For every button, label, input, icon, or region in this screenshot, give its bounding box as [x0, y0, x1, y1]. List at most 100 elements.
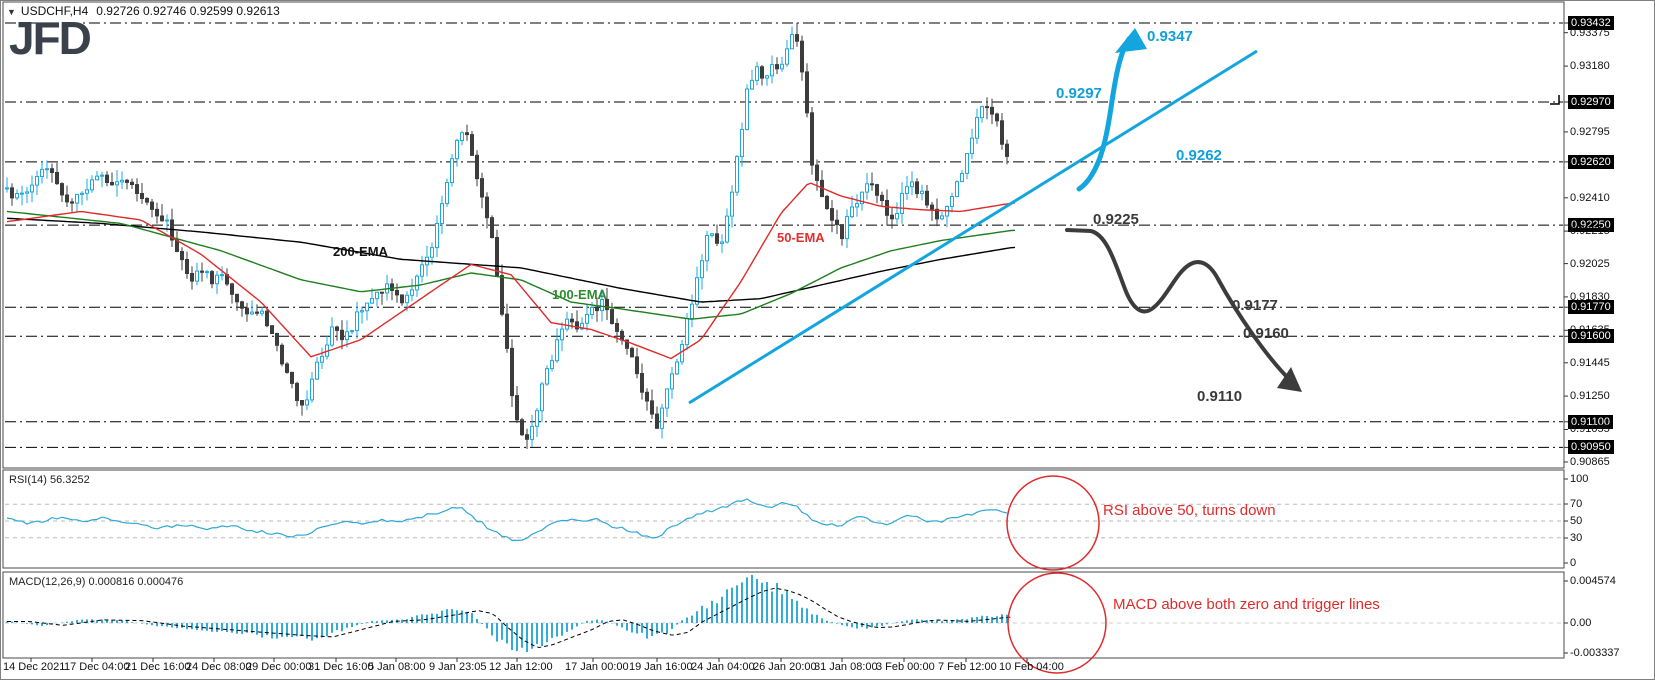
- price-tick-label: 0.93375: [1570, 27, 1610, 39]
- candle-body: [15, 193, 19, 199]
- candle-body: [315, 361, 319, 380]
- macd-axis-label: 0.004574: [1570, 575, 1616, 587]
- candle-body: [565, 318, 569, 330]
- time-label: 10 Feb 04:00: [999, 661, 1064, 673]
- time-axis[interactable]: 14 Dec 2021 17 Dec 04:00 21 Dec 16:00 24 De…: [1, 660, 1654, 679]
- candle-body: [930, 204, 934, 210]
- candle-body: [465, 132, 469, 136]
- candle-body: [345, 331, 349, 341]
- price-axis[interactable]: 0.93432 0.93375 0.93180 0.92970 0.92795 0.926…: [1567, 1, 1654, 679]
- bullish-arrow[interactable]: [1076, 36, 1132, 192]
- time-label: 5 Jan 08:00: [368, 661, 426, 673]
- macd-signal-line: [7, 587, 1012, 649]
- candle-body: [480, 178, 484, 198]
- bearish-arrowhead-icon: [1277, 367, 1302, 392]
- candle-body: [140, 193, 144, 199]
- candle-body: [660, 407, 664, 429]
- symbol-title: ▼ USDCHF,H4 0.92726 0.92746 0.92599 0.9261…: [7, 4, 280, 18]
- candle-body: [205, 271, 209, 274]
- macd-panel[interactable]: [2, 571, 1565, 659]
- main-panel[interactable]: [2, 1, 1565, 469]
- candle-body: [260, 310, 264, 314]
- candle-body: [440, 203, 444, 225]
- time-label: 12 Jan 12:00: [489, 661, 553, 673]
- macd-indicator-label: MACD(12,26,9) 0.000816 0.000476: [9, 576, 184, 588]
- candle-body: [20, 192, 24, 195]
- candle-body: [985, 106, 989, 109]
- candle-body: [585, 314, 589, 324]
- time-label: 31 Jan 08:00: [814, 661, 878, 673]
- candle-body: [40, 168, 44, 177]
- candle-body: [45, 168, 49, 171]
- candle-body: [445, 182, 449, 205]
- price-level-label: 0.93432: [1568, 16, 1614, 30]
- price-tick-label: 0.92025: [1570, 258, 1610, 270]
- candle-body: [825, 195, 829, 210]
- candle-body: [235, 293, 239, 303]
- candle-body: [750, 79, 754, 90]
- candle-body: [865, 183, 869, 193]
- candle-body: [265, 310, 269, 327]
- candle-body: [160, 215, 164, 222]
- uptrend-line[interactable]: [688, 49, 1258, 405]
- candle-body: [415, 275, 419, 291]
- candle-body: [380, 291, 384, 294]
- candle-body: [455, 139, 459, 160]
- candle-body: [135, 184, 139, 195]
- candle-body: [95, 175, 99, 181]
- candle-body: [200, 270, 204, 273]
- candle-body: [970, 137, 974, 155]
- candle-body: [555, 339, 559, 362]
- candle-body: [1005, 143, 1009, 157]
- candle-body: [485, 196, 489, 219]
- time-label: 24 Jan 04:00: [691, 661, 755, 673]
- candle-body: [490, 217, 494, 238]
- rsi-panel[interactable]: [2, 469, 1565, 569]
- candle-body: [980, 106, 984, 119]
- candle-body: [740, 128, 744, 158]
- highlight-circle: [1007, 572, 1107, 674]
- bearish-arrow[interactable]: [1065, 228, 1294, 384]
- candle-body: [960, 172, 964, 183]
- candle-body: [120, 179, 124, 183]
- ohlc-values: 0.92726 0.92746 0.92599 0.92613: [96, 4, 280, 18]
- candle-body: [300, 400, 304, 406]
- candle-body: [305, 399, 309, 406]
- time-label: 21 Dec 16:00: [125, 661, 191, 673]
- price-level-label: 0.92970: [1568, 95, 1614, 109]
- candle-body: [890, 214, 894, 220]
- candle-body: [940, 215, 944, 220]
- rsi-axis-label: 70: [1570, 498, 1583, 510]
- candle-body: [805, 71, 809, 114]
- candle-body: [935, 208, 939, 220]
- candle-body: [595, 306, 599, 312]
- price-level-label: 0.91600: [1568, 329, 1614, 343]
- current-price-pointer: [1550, 95, 1560, 105]
- candle-body: [340, 329, 344, 341]
- price-level-label: 0.92620: [1568, 155, 1614, 169]
- candle-body: [475, 154, 479, 180]
- candle-body: [590, 306, 594, 315]
- time-label: 7 Feb 12:00: [938, 661, 997, 673]
- macd-axis-label: 0.00: [1570, 617, 1592, 629]
- candle-body: [460, 132, 464, 141]
- candle-body: [695, 277, 699, 305]
- candle-body: [185, 259, 189, 274]
- candle-body: [635, 356, 639, 375]
- rsi-axis-label: 0: [1570, 557, 1577, 569]
- candle-body: [570, 318, 574, 323]
- time-label: 9 Jan 23:05: [429, 661, 487, 673]
- macd-axis-label: -0.003337: [1570, 647, 1620, 659]
- candle-body: [410, 289, 414, 296]
- candle-body: [705, 235, 709, 262]
- chevron-down-icon[interactable]: ▼: [7, 7, 16, 17]
- candle-body: [765, 75, 769, 79]
- price-tick-label: 0.93180: [1570, 60, 1610, 72]
- candle-body: [775, 64, 779, 70]
- candle-body: [400, 294, 404, 304]
- candle-body: [780, 63, 784, 70]
- candle-body: [840, 224, 844, 240]
- candle-body: [725, 215, 729, 243]
- ema-50-line: [6, 182, 1016, 360]
- candle-body: [690, 303, 694, 320]
